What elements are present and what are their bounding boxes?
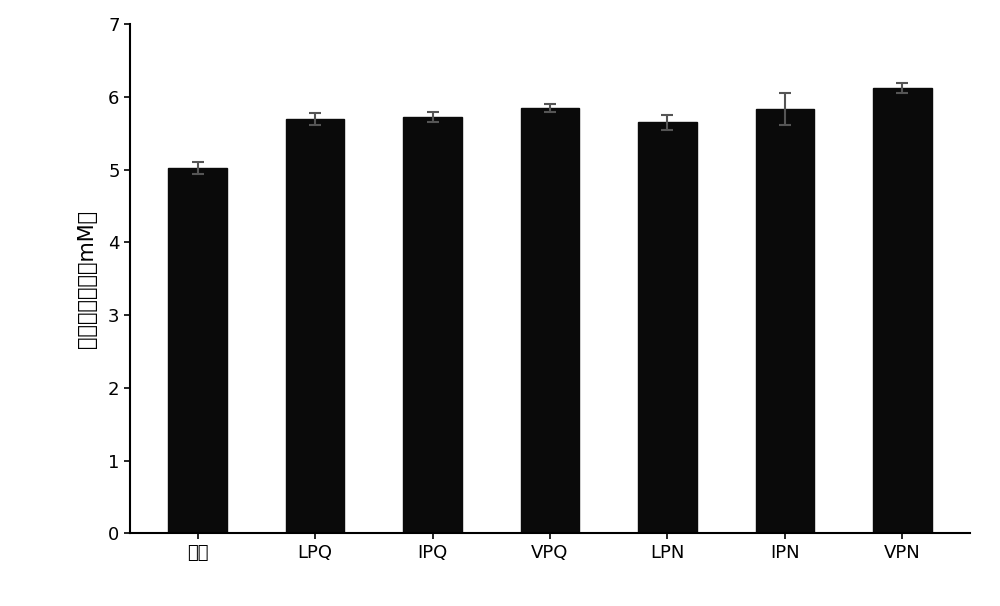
Bar xyxy=(521,108,579,533)
Bar xyxy=(638,122,697,533)
Bar xyxy=(756,109,814,533)
Y-axis label: 葡萄糖摄取量（mM）: 葡萄糖摄取量（mM） xyxy=(77,210,97,348)
Bar xyxy=(286,119,344,533)
Bar xyxy=(403,118,462,533)
Bar xyxy=(873,88,932,533)
Bar xyxy=(168,168,227,533)
